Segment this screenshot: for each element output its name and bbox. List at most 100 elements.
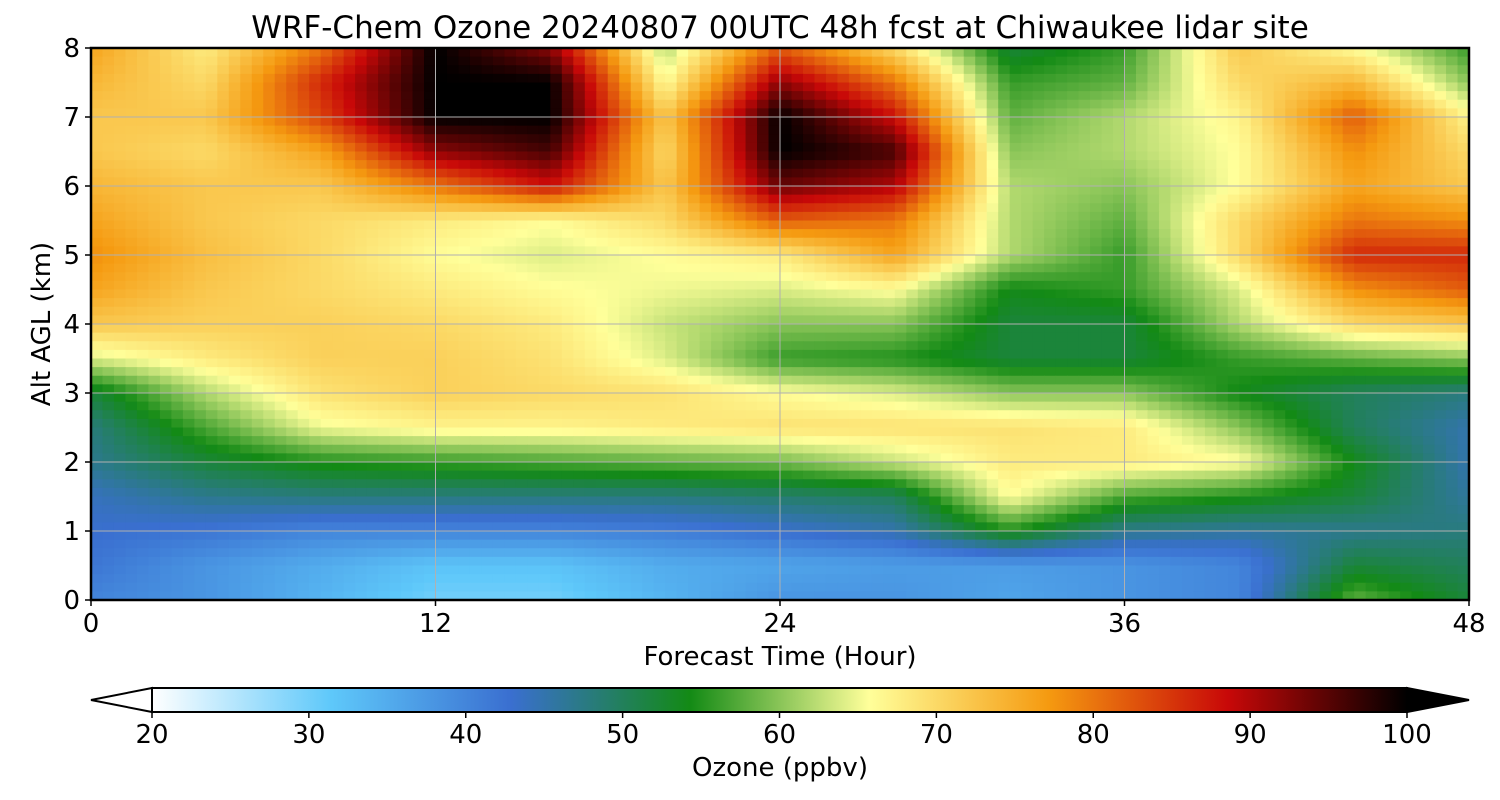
heatmap-cell bbox=[205, 289, 218, 299]
heatmap-cell bbox=[1308, 186, 1321, 196]
heatmap-cell bbox=[148, 117, 161, 127]
heatmap-cell bbox=[1055, 99, 1068, 109]
heatmap-cell bbox=[194, 298, 207, 308]
heatmap-cell bbox=[1135, 237, 1149, 247]
heatmap-cell bbox=[596, 306, 609, 316]
heatmap-cell bbox=[561, 384, 574, 394]
heatmap-cell bbox=[343, 203, 356, 213]
heatmap-cell bbox=[1423, 280, 1436, 291]
heatmap-cell bbox=[504, 332, 517, 342]
heatmap-cell bbox=[619, 324, 632, 334]
heatmap-cell bbox=[332, 229, 345, 239]
heatmap-cell bbox=[998, 142, 1011, 153]
heatmap-cell bbox=[1285, 220, 1298, 230]
heatmap-cell bbox=[642, 341, 655, 351]
heatmap-cell bbox=[240, 341, 253, 351]
heatmap-cell bbox=[171, 117, 184, 127]
heatmap-cell bbox=[653, 401, 666, 411]
heatmap-cell bbox=[1250, 134, 1263, 144]
heatmap-cell bbox=[412, 246, 425, 256]
heatmap-cell bbox=[136, 99, 150, 109]
heatmap-cell bbox=[538, 349, 551, 360]
heatmap-cell bbox=[848, 108, 861, 118]
heatmap-cell bbox=[332, 134, 345, 144]
heatmap-cell bbox=[217, 73, 230, 84]
heatmap-cell bbox=[1044, 272, 1057, 282]
heatmap-cell bbox=[906, 401, 919, 411]
heatmap-cell bbox=[1434, 65, 1447, 75]
heatmap-cell bbox=[1342, 151, 1355, 161]
heatmap-cell bbox=[1308, 332, 1321, 342]
heatmap-cell bbox=[171, 108, 184, 118]
heatmap-cell bbox=[1204, 298, 1217, 308]
heatmap-cell bbox=[825, 393, 839, 403]
heatmap-cell bbox=[986, 272, 999, 282]
heatmap-cell bbox=[1457, 298, 1469, 308]
heatmap-cell bbox=[504, 367, 517, 377]
heatmap-cell bbox=[688, 229, 701, 239]
heatmap-cell bbox=[757, 108, 770, 118]
heatmap-cell bbox=[1067, 211, 1080, 222]
heatmap-cell bbox=[527, 48, 540, 58]
heatmap-cell bbox=[263, 306, 276, 316]
heatmap-cell bbox=[573, 332, 586, 342]
heatmap-cell bbox=[1423, 82, 1436, 92]
heatmap-cell bbox=[642, 186, 655, 196]
heatmap-cell bbox=[802, 401, 816, 411]
heatmap-cell bbox=[676, 186, 689, 196]
heatmap-cell bbox=[757, 367, 770, 377]
heatmap-cell bbox=[780, 211, 793, 222]
heatmap-cell bbox=[527, 332, 540, 342]
heatmap-cell bbox=[1388, 246, 1401, 256]
heatmap-cell bbox=[975, 142, 988, 153]
heatmap-cell bbox=[1101, 211, 1114, 222]
heatmap-cell bbox=[1308, 298, 1321, 308]
heatmap-cell bbox=[286, 315, 299, 325]
heatmap-cell bbox=[1158, 255, 1172, 265]
heatmap-cell bbox=[251, 65, 264, 75]
heatmap-cell bbox=[1067, 108, 1080, 118]
heatmap-cell bbox=[745, 160, 758, 170]
heatmap-cell bbox=[871, 315, 884, 325]
heatmap-cell bbox=[1021, 332, 1034, 342]
heatmap-cell bbox=[159, 341, 172, 351]
heatmap-cell bbox=[125, 349, 138, 360]
heatmap-cell bbox=[102, 341, 115, 351]
heatmap-cell bbox=[871, 298, 884, 308]
heatmap-cell bbox=[986, 255, 999, 265]
heatmap-cell bbox=[1285, 272, 1298, 282]
heatmap-cell bbox=[194, 384, 207, 394]
heatmap-cell bbox=[722, 280, 735, 291]
heatmap-cell bbox=[113, 367, 127, 377]
heatmap-cell bbox=[1434, 367, 1447, 377]
heatmap-cell bbox=[469, 160, 483, 170]
heatmap-cell bbox=[228, 280, 241, 291]
heatmap-cell bbox=[1250, 194, 1263, 204]
heatmap-cell bbox=[1135, 315, 1149, 325]
heatmap-cell bbox=[125, 306, 138, 316]
heatmap-cell bbox=[435, 56, 448, 66]
heatmap-cell bbox=[263, 367, 276, 377]
heatmap-cell bbox=[619, 99, 632, 109]
heatmap-cell bbox=[205, 280, 218, 291]
heatmap-cell bbox=[665, 358, 678, 368]
heatmap-cell bbox=[538, 384, 551, 394]
heatmap-cell bbox=[1446, 125, 1459, 135]
heatmap-cell bbox=[607, 99, 620, 109]
heatmap-cell bbox=[171, 194, 184, 204]
heatmap-cell bbox=[1377, 108, 1390, 118]
heatmap-cell bbox=[1434, 237, 1447, 247]
heatmap-cell bbox=[940, 272, 953, 282]
heatmap-cell bbox=[596, 384, 609, 394]
heatmap-cell bbox=[825, 237, 839, 247]
heatmap-cell bbox=[1147, 229, 1160, 239]
heatmap-cell bbox=[596, 298, 609, 308]
heatmap-cell bbox=[791, 229, 804, 239]
heatmap-cell bbox=[676, 263, 689, 273]
heatmap-cell bbox=[481, 393, 494, 403]
heatmap-cell bbox=[1377, 48, 1390, 58]
heatmap-cell bbox=[676, 134, 689, 144]
heatmap-cell bbox=[446, 142, 460, 153]
heatmap-cell bbox=[894, 99, 907, 109]
heatmap-cell bbox=[1227, 82, 1240, 92]
